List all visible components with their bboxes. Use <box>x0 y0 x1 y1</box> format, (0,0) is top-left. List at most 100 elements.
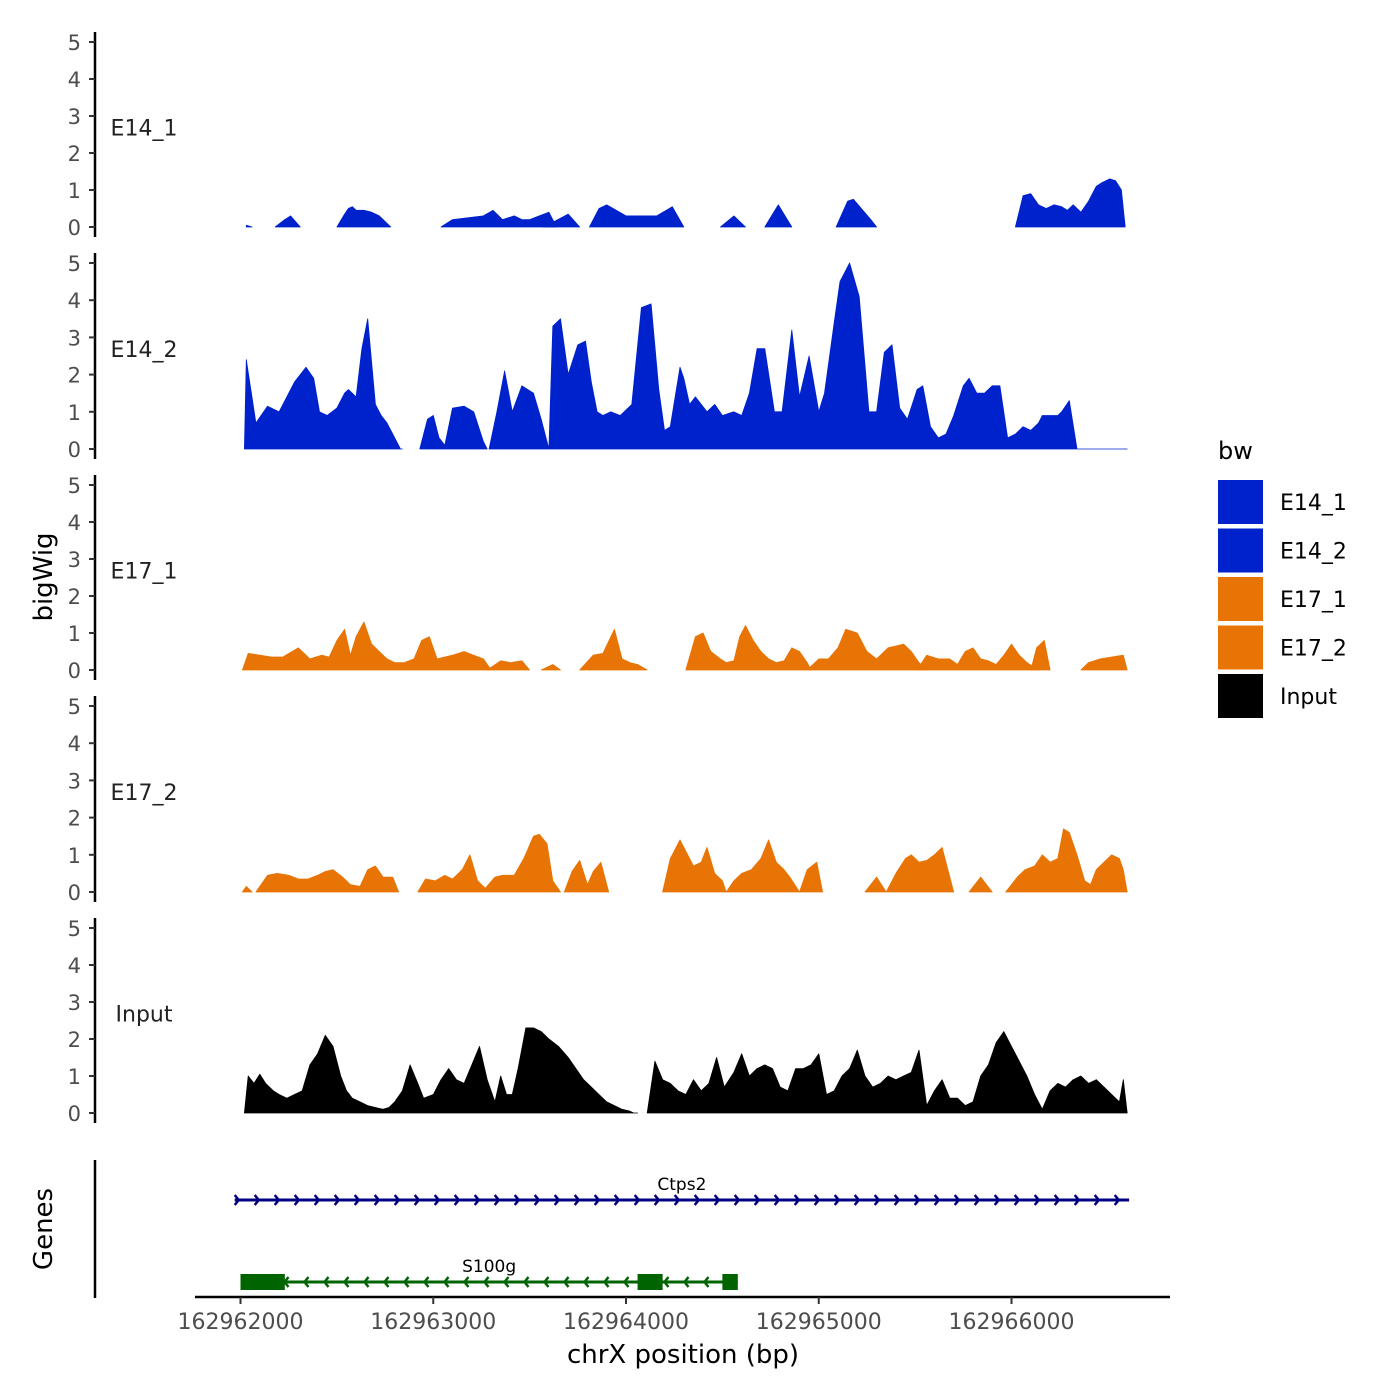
strand-arrow <box>713 1194 721 1206</box>
track-E17_1: 0 1 2 3 4 5 E17_1 <box>68 474 1128 683</box>
legend-key <box>1218 625 1263 670</box>
strand-arrow <box>422 1276 430 1288</box>
y-tick-label: 0 <box>68 659 81 683</box>
strand-arrow <box>433 1194 441 1206</box>
area-E14_1 <box>1015 178 1126 228</box>
track-label: E14_1 <box>111 117 178 142</box>
area-E14_2 <box>488 262 1128 450</box>
strand-arrow <box>453 1194 461 1206</box>
strand-arrow <box>553 1194 561 1206</box>
legend-label: E17_2 <box>1280 637 1347 662</box>
area-E14_1 <box>589 204 685 228</box>
exon <box>240 1274 285 1290</box>
area-Input <box>646 1031 1128 1114</box>
area-E17_1 <box>806 628 928 671</box>
legend-key <box>1218 480 1263 524</box>
area-E14_1 <box>245 224 253 228</box>
x-tick-label: 162966000 <box>949 1310 1075 1335</box>
strand-arrow <box>542 1276 550 1288</box>
strand-arrow <box>562 1276 570 1288</box>
legend-label: E17_1 <box>1280 588 1347 613</box>
legend-label: E14_2 <box>1280 540 1347 565</box>
strand-arrow <box>342 1276 350 1288</box>
strand-arrow <box>773 1194 781 1206</box>
y-tick-label: 4 <box>68 68 81 92</box>
strand-arrow <box>662 1276 670 1288</box>
strand-arrow <box>622 1276 630 1288</box>
y-tick-label: 2 <box>68 142 81 166</box>
strand-arrow <box>1093 1194 1101 1206</box>
y-tick-label: 3 <box>68 105 81 129</box>
y-tick-label: 0 <box>68 1102 81 1126</box>
strand-arrow <box>602 1276 610 1288</box>
strand-arrow <box>493 1194 501 1206</box>
strand-arrow <box>362 1276 370 1288</box>
strand-arrow <box>1113 1194 1121 1206</box>
track-E17_2: 0 1 2 3 4 5 E17_2 <box>68 695 1128 905</box>
x-axis: 162962000 162963000 162964000 162965000 1629… <box>178 1295 1170 1335</box>
strand-arrow <box>873 1194 881 1206</box>
strand-arrow <box>233 1194 241 1206</box>
area-E17_1 <box>685 625 812 671</box>
y-tick-label: 3 <box>68 548 81 572</box>
strand-arrow <box>322 1276 330 1288</box>
area-E17_2 <box>563 860 610 893</box>
strand-arrow <box>733 1194 741 1206</box>
strand-arrow <box>933 1194 941 1206</box>
strand-arrow <box>1033 1194 1041 1206</box>
y-tick-label: 2 <box>68 1028 81 1052</box>
y-tick-label: 2 <box>68 585 81 609</box>
strand-arrow <box>402 1276 410 1288</box>
strand-arrow <box>413 1194 421 1206</box>
area-E17_2 <box>1005 828 1128 893</box>
area-E14_1 <box>720 215 746 228</box>
track-label: Input <box>116 1003 173 1028</box>
legend-key <box>1218 528 1263 573</box>
area-E17_1 <box>916 643 1039 671</box>
strand-arrow <box>813 1194 821 1206</box>
area-E17_1 <box>540 664 561 671</box>
area-E14_1 <box>835 198 877 228</box>
strand-arrow <box>482 1276 490 1288</box>
legend-key <box>1218 577 1263 621</box>
y-tick-label: 3 <box>68 991 81 1015</box>
area-E17_2 <box>885 847 955 893</box>
strand-arrow <box>582 1276 590 1288</box>
area-E14_2 <box>419 405 488 450</box>
strand-arrow <box>753 1194 761 1206</box>
strand-arrow <box>333 1194 341 1206</box>
area-E17_2 <box>864 876 887 893</box>
strand-arrow <box>1013 1194 1021 1206</box>
y-tick-label: 5 <box>68 695 81 719</box>
legend-label: E14_1 <box>1280 491 1347 516</box>
x-tick-label: 162964000 <box>563 1310 689 1335</box>
y-tick-label: 0 <box>68 216 81 240</box>
gene-Ctps2: Ctps2 <box>233 1175 1130 1206</box>
gene-label: Ctps2 <box>657 1175 706 1195</box>
area-Input <box>244 1027 638 1114</box>
area-E17_1 <box>486 660 530 671</box>
y-tick-label: 5 <box>68 917 81 941</box>
area-E17_2 <box>725 839 800 893</box>
strand-arrow <box>1053 1194 1061 1206</box>
area-E17_2 <box>255 865 399 893</box>
y-tick-label: 2 <box>68 807 81 831</box>
strand-arrow <box>522 1276 530 1288</box>
track-E14_1: 0 1 2 3 4 5 E14_1 <box>68 31 1126 240</box>
area-E17_1 <box>1080 654 1128 671</box>
strand-arrow <box>673 1194 681 1206</box>
strand-arrow <box>702 1276 710 1288</box>
exon <box>637 1274 663 1290</box>
y-tick-label: 4 <box>68 511 81 535</box>
strand-arrow <box>302 1276 310 1288</box>
track-label: E17_1 <box>111 560 178 585</box>
area-E17_2 <box>799 861 823 893</box>
strand-arrow <box>513 1194 521 1206</box>
y-tick-label: 0 <box>68 881 81 905</box>
y-tick-label: 1 <box>68 401 81 425</box>
strand-arrow <box>502 1276 510 1288</box>
x-axis-label: chrX position (bp) <box>567 1340 799 1370</box>
strand-arrow <box>953 1194 961 1206</box>
track-label: E17_2 <box>111 781 178 806</box>
x-tick-label: 162963000 <box>370 1310 496 1335</box>
